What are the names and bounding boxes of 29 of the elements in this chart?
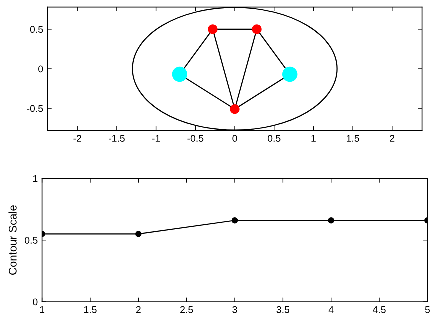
y-tick-label: 0.5 (25, 237, 38, 244)
point (172, 66, 188, 82)
x-tick-label: 0 (232, 135, 238, 142)
y-tick-label: 0 (38, 66, 44, 73)
x-tick-label: 1 (312, 135, 316, 142)
point (208, 24, 218, 34)
point (252, 24, 262, 34)
point (230, 104, 240, 114)
x-tick-label: 1.5 (347, 135, 360, 142)
x-tick-label: 3 (232, 306, 238, 314)
y-tick-label: 0.5 (30, 26, 44, 34)
x-tick-label: 2 (136, 306, 141, 314)
x-tick-label: -1 (152, 135, 160, 142)
x-tick-label: -2 (74, 135, 82, 142)
x-tick-label: 4.5 (372, 306, 386, 314)
x-tick-label: 2 (390, 135, 395, 142)
x-tick-label: 3.5 (276, 306, 290, 314)
x-tick-label: 2.5 (180, 306, 194, 314)
y-tick-label: 1 (33, 176, 38, 182)
x-tick-label: -0.5 (188, 135, 204, 142)
y-axis-title: Contour Scale (8, 206, 17, 275)
x-tick-label: 1.5 (84, 306, 97, 314)
point (282, 66, 298, 82)
y-tick-label: -0.5 (27, 105, 44, 112)
x-tick-label: 4 (328, 306, 334, 314)
x-tick-label: 5 (425, 306, 430, 314)
y-tick-label: 0 (33, 298, 38, 306)
x-tick-label: -1.5 (109, 135, 125, 142)
x-tick-label: 0.5 (268, 135, 281, 142)
